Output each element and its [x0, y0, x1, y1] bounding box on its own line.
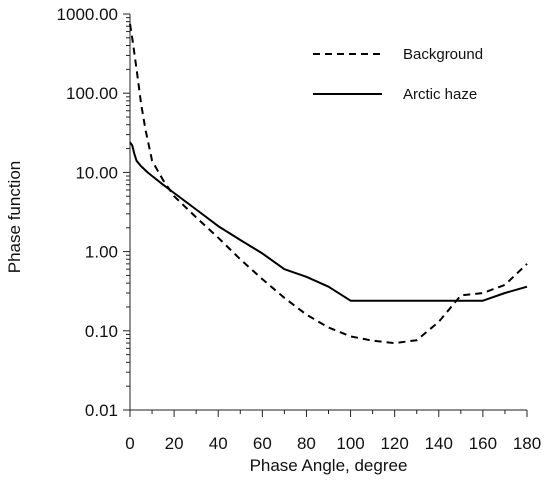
y-tick-label: 0.10 — [85, 322, 118, 341]
x-tick-label: 80 — [297, 434, 316, 453]
x-tick-label: 0 — [125, 434, 134, 453]
y-tick-label: 0.01 — [85, 401, 118, 420]
legend: Background Arctic haze — [313, 46, 483, 103]
x-tick-label: 100 — [336, 434, 364, 453]
x-axis-title: Phase Angle, degree — [250, 456, 408, 475]
y-tick-label: 10.00 — [75, 163, 118, 182]
x-tick-label: 180 — [513, 434, 541, 453]
legend-label-background: Background — [403, 46, 483, 63]
y-tick-label: 1.00 — [85, 243, 118, 262]
x-ticks: 0 20 40 60 80 100 120 140 160 180 — [125, 410, 541, 453]
x-tick-label: 60 — [253, 434, 272, 453]
series-line-background — [129, 23, 528, 345]
y-axis-title: Phase function — [5, 161, 24, 273]
series-line-arctic-haze — [129, 141, 528, 302]
x-tick-label: 140 — [425, 434, 453, 453]
x-tick-label: 160 — [469, 434, 497, 453]
y-tick-label: 1000.00 — [57, 5, 118, 24]
x-tick-label: 20 — [165, 434, 184, 453]
x-tick-label: 120 — [380, 434, 408, 453]
axes — [129, 14, 527, 411]
y-ticks: 0.01 0.10 1.00 10.00 100.00 1000.00 — [57, 5, 130, 420]
legend-label-arctic-haze: Arctic haze — [403, 86, 477, 103]
x-tick-label: 40 — [209, 434, 228, 453]
series-layer — [129, 23, 528, 345]
y-tick-label: 100.00 — [66, 84, 118, 103]
